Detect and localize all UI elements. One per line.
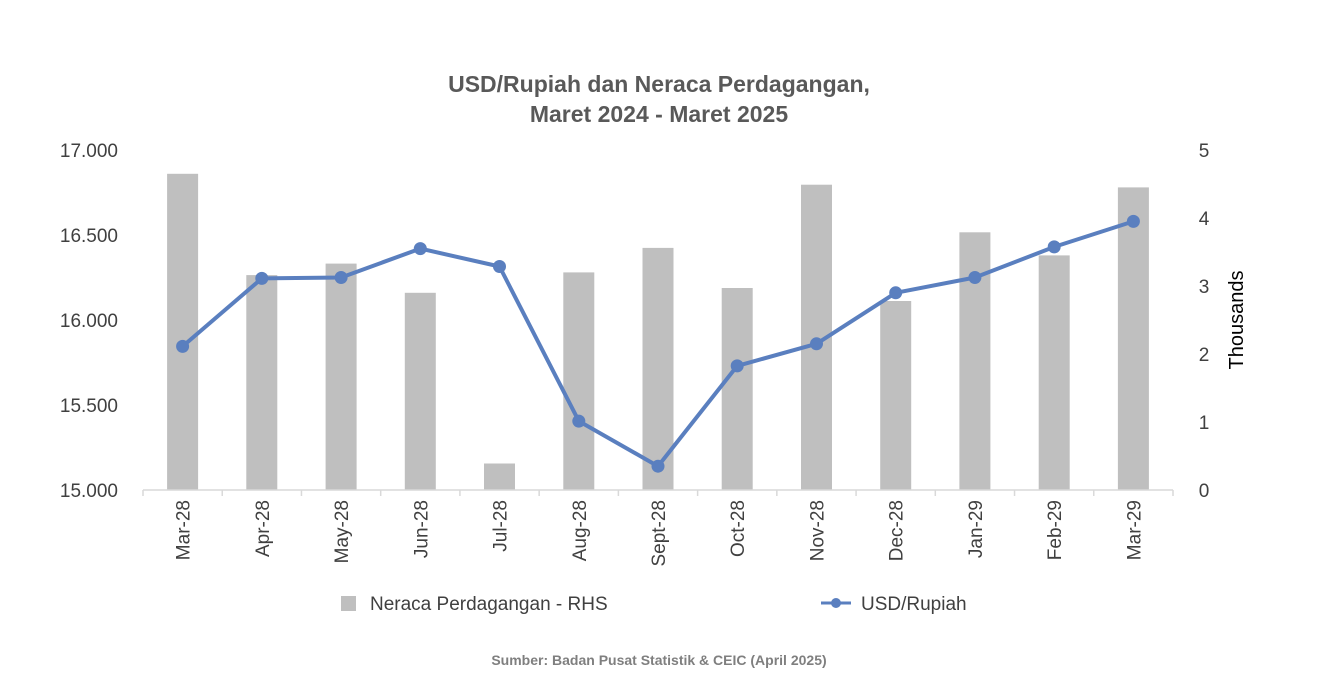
x-tick-label: Aug-28	[570, 500, 591, 561]
y-right-axis: 0 1 2 3 4 5	[1199, 141, 1210, 502]
legend-line-marker	[831, 598, 841, 608]
bar-May-28	[325, 263, 357, 490]
x-tick-label: Jun-28	[411, 500, 432, 558]
y-left-tick-label: 15.500	[60, 396, 118, 417]
bar-Feb-29	[1038, 255, 1070, 490]
legend-bar-swatch	[341, 596, 356, 611]
x-tick-label: Mar-28	[174, 500, 195, 560]
chart-title-line-1: USD/Rupiah dan Neraca Perdagangan,	[448, 71, 870, 97]
y-left-axis: 15.000 15.500 16.000 16.500 17.000	[60, 141, 118, 502]
point-Apr-28	[255, 271, 269, 285]
bar-Oct-28	[721, 288, 753, 490]
y-left-tick-label: 15.000	[60, 481, 118, 502]
legend: Neraca Perdagangan - RHS USD/Rupiah	[341, 594, 967, 615]
point-Jan-29	[968, 271, 982, 284]
source-note: Sumber: Badan Pusat Statistik & CEIC (Ap…	[491, 652, 826, 668]
point-Dec-28	[889, 286, 903, 300]
y-right-tick-label: 0	[1199, 481, 1210, 502]
bar-Dec-28	[880, 301, 912, 490]
point-Feb-29	[1047, 240, 1061, 254]
x-tick-label: Sept-28	[649, 500, 670, 567]
x-tick-label: Nov-28	[808, 500, 829, 561]
point-Jul-28	[493, 260, 506, 273]
y-right-tick-label: 4	[1199, 209, 1210, 230]
line-series	[176, 214, 1140, 473]
bar-Jun-28	[404, 292, 436, 490]
y-right-tick-label: 1	[1199, 413, 1210, 434]
y-left-tick-label: 17.000	[60, 141, 118, 162]
x-tick-label: May-28	[332, 500, 353, 563]
bar-Aug-28	[563, 272, 595, 490]
y-right-tick-label: 5	[1199, 141, 1210, 162]
x-tick-label: Oct-28	[728, 500, 749, 557]
point-Aug-28	[572, 414, 586, 428]
bar-Mar-28	[167, 173, 199, 491]
legend-line-label: USD/Rupiah	[861, 594, 967, 615]
point-Nov-28	[810, 337, 823, 351]
bar-Apr-28	[246, 275, 278, 490]
x-tick-label: Feb-29	[1045, 500, 1066, 560]
x-tick-marks	[142, 490, 1174, 496]
point-Oct-28	[730, 359, 744, 373]
bar-Mar-29	[1117, 187, 1149, 490]
chart-title: USD/Rupiah dan Neraca Perdagangan, Maret…	[448, 71, 870, 127]
y-right-tick-label: 3	[1199, 277, 1210, 298]
y-left-tick-label: 16.500	[60, 226, 118, 247]
point-Mar-29	[1126, 214, 1140, 228]
x-tick-label: Apr-28	[253, 500, 274, 557]
x-tick-label: Dec-28	[887, 500, 908, 561]
x-tick-label: Jul-28	[491, 500, 512, 552]
point-May-28	[334, 271, 348, 284]
x-tick-label: Jan-29	[966, 500, 987, 558]
bar-Jan-29	[959, 232, 991, 491]
bar-series	[167, 173, 1149, 491]
x-tick-label: Mar-29	[1124, 500, 1145, 560]
point-Mar-28	[176, 339, 190, 353]
point-Jun-28	[413, 242, 427, 256]
point-Sept-28	[651, 459, 665, 473]
y-left-tick-label: 16.000	[60, 311, 118, 332]
y-right-axis-title: Thousands	[1226, 271, 1248, 370]
bar-Jul-28	[484, 463, 515, 490]
legend-bar-label: Neraca Perdagangan - RHS	[370, 594, 608, 615]
chart-title-line-2: Maret 2024 - Maret 2025	[530, 101, 788, 127]
bar-Sept-28	[642, 247, 674, 490]
y-right-tick-label: 2	[1199, 345, 1210, 366]
x-axis-labels: Mar-28 Apr-28 May-28 Jun-28 Jul-28 Aug-28 Sept…	[174, 500, 1146, 567]
